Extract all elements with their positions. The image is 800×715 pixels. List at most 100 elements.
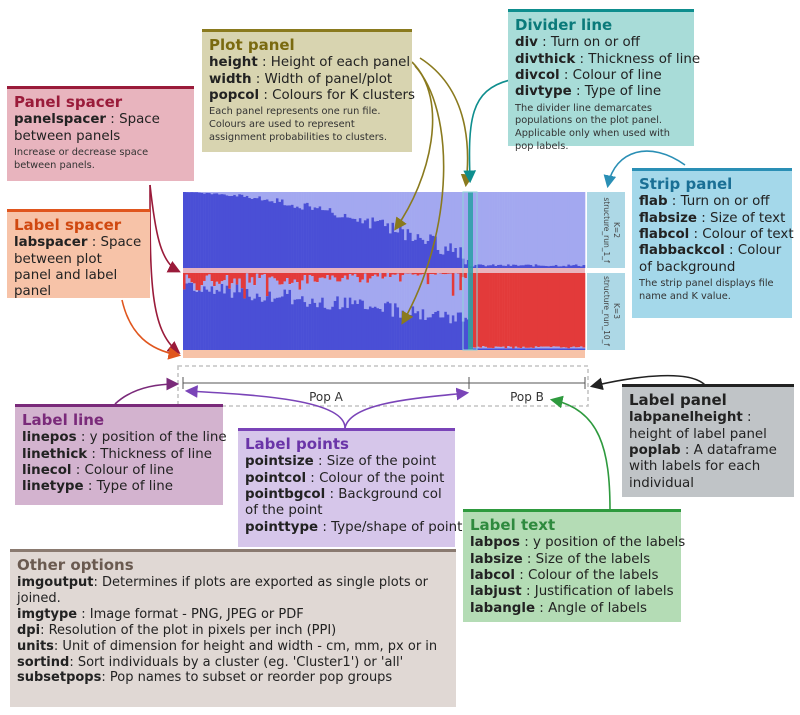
admixture-bar-segment [424,319,428,350]
admixture-bar-segment [544,346,548,349]
admixture-bar-segment [190,282,194,350]
admixture-bar-segment [381,192,385,220]
admixture-bar-segment [311,276,314,299]
admixture-bar-segment [492,273,495,349]
label-panel-box: Label panel labpanelheight : height of l… [622,384,794,497]
strip-item: flab : Turn on or off [639,194,770,210]
admixture-bar-segment [311,273,314,277]
label-panel-outline [177,365,589,407]
admixture-bar-segment [547,192,551,267]
admixture-bar-segment [296,192,299,207]
admixture-bar-segment [263,300,267,350]
admixture-bar-segment [210,281,214,287]
admixture-bar-segment [273,203,277,268]
admixture-bar-segment [552,346,556,349]
admixture-bar-segment [183,289,186,350]
plot-panel-run1 [183,192,586,268]
label-spacer-box: Label spacer labspacer : Space between p… [7,209,150,299]
admixture-bar-segment [404,317,407,350]
admixture-bar-segment [519,192,523,266]
plot-panel-box: Plot panel height : Height of each panel… [202,29,415,152]
admixture-bar-segment [416,275,420,312]
admixture-bar-segment [507,264,510,268]
admixture-bar-segment [559,273,563,348]
admixture-bar-segment [514,348,518,350]
admixture-bar-segment [449,273,453,274]
admixture-bar-segment [582,347,586,349]
admixture-bar-segment [436,249,440,268]
admixture-bar-segment [416,273,420,276]
admixture-bar-segment [368,228,372,268]
admixture-bar-segment [416,234,420,268]
admixture-bar-segment [399,281,402,318]
admixture-bar-segment [537,192,541,266]
plot-panel-item: width : Width of panel/plot [209,71,393,87]
admixture-bar-segment [542,273,546,347]
admixture-bar-segment [321,210,324,268]
admixture-bar-segment [230,192,234,196]
admixture-bar-segment [524,264,528,268]
admixture-bar-segment [481,346,485,349]
plot-panel-run2 [183,273,586,350]
admixture-bar-segment [381,311,385,350]
admixture-bar-segment [205,273,209,276]
admixture-bar-segment [318,192,322,207]
strip-k-label-2: K=3 [612,303,621,319]
admixture-bar-segment [454,273,458,322]
admixture-bar-segment [557,346,561,349]
admixture-bar-segment [308,273,312,275]
admixture-bar-segment [434,273,438,275]
admixture-bar-segment [366,192,370,219]
admixture-bar-segment [343,213,347,268]
admixture-bar-segment [313,192,317,208]
admixture-bar-segment [235,196,239,268]
admixture-bar-segment [487,348,490,350]
admixture-bar-segment [205,289,209,350]
admixture-bar-segment [346,307,350,350]
admixture-bar-segment [476,348,480,350]
admixture-bar-segment [544,192,548,266]
admixture-bar-segment [444,274,448,312]
admixture-bar-segment [288,205,292,268]
admixture-bar-segment [341,307,345,350]
strip-panel-title: Strip panel [639,175,733,193]
admixture-bar-segment [512,264,515,268]
admixture-bar-segment [358,282,362,300]
admixture-bar-segment [426,284,430,318]
admixture-bar-segment [564,347,568,349]
admixture-bar-segment [306,283,309,307]
admixture-bar-segment [499,264,503,268]
admixture-bar-segment [401,273,405,276]
admixture-bar-segment [343,192,347,214]
admixture-bar-segment [502,192,505,266]
admixture-bar-segment [572,265,576,268]
divider-line-title: Divider line [515,16,613,34]
admixture-bar-segment [509,346,513,349]
admixture-bar-segment [213,193,216,268]
admixture-bar-segment [233,292,237,350]
admixture-bar-segment [306,192,309,203]
admixture-bar-segment [326,273,330,276]
admixture-bar-segment [351,192,355,219]
plot-panel-item: height : Height of each panel [209,55,411,71]
admixture-bar-segment [220,281,224,284]
admixture-bar-segment [514,273,518,347]
label-points-arrow-2 [344,387,470,429]
admixture-bar-segment [522,348,525,350]
admixture-bar-segment [233,194,237,268]
admixture-bar-segment [341,273,345,279]
admixture-bar-segment [198,192,201,268]
strip-file-label-1: structure_run_1_f [602,197,611,263]
admixture-bar-segment [494,346,498,349]
admixture-bar-segment [579,348,583,350]
admixture-bar-segment [532,348,536,350]
admixture-bar-segment [572,348,576,350]
admixture-bar-segment [504,192,508,266]
admixture-bar-segment [343,273,347,276]
other-options-title: Other options [17,556,134,574]
admixture-bar-segment [487,347,490,349]
admixture-bar-segment [250,198,254,268]
admixture-bar-segment [270,301,274,350]
admixture-bar-segment [298,299,302,350]
